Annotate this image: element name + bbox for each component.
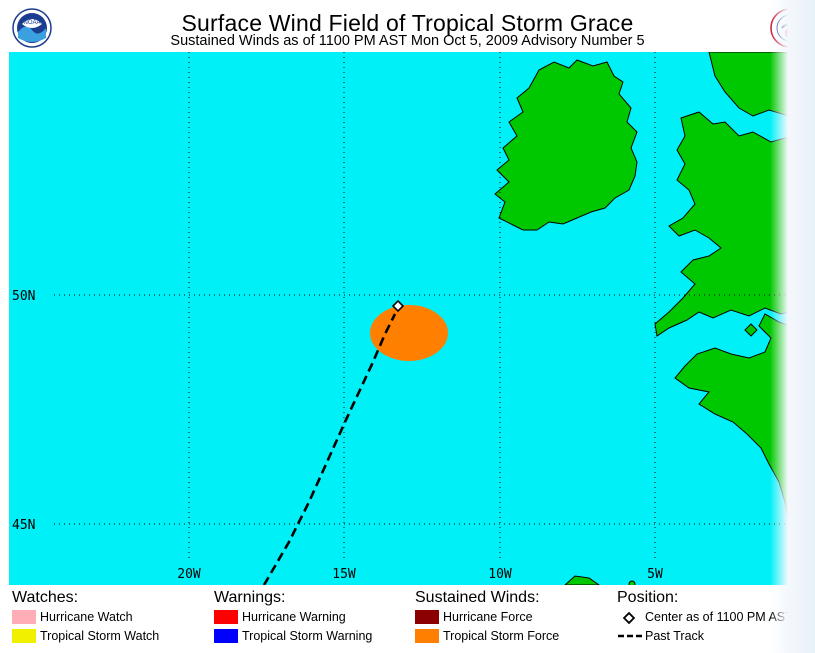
- hurricane-force-swatch: [415, 610, 439, 624]
- graticule: [54, 52, 808, 562]
- hurricane-warning-swatch: [214, 610, 238, 624]
- land-islet: [564, 575, 600, 585]
- tropical-storm-watch-swatch: [12, 629, 36, 643]
- map-area: 20W 15W 10W 5W 50N 45N: [9, 52, 808, 585]
- lon-label-20w: 20W: [177, 567, 201, 582]
- legend-watches-heading: Watches:: [12, 589, 79, 606]
- tropical-storm-watch-label: Tropical Storm Watch: [40, 629, 160, 643]
- hurricane-watch-swatch: [12, 610, 36, 624]
- land-ireland: [494, 59, 638, 231]
- lon-label-15w: 15W: [332, 567, 356, 582]
- noaa-logo: NOAA: [12, 8, 52, 48]
- center-position-label: Center as of 1100 PM AST: [645, 610, 793, 624]
- tropical-storm-force-swatch: [415, 629, 439, 643]
- past-track-label: Past Track: [645, 629, 705, 643]
- legend-winds-heading: Sustained Winds:: [415, 589, 540, 606]
- chart-subtitle: Sustained Winds as of 1100 PM AST Mon Oc…: [170, 33, 645, 49]
- hurricane-warning-label: Hurricane Warning: [242, 610, 346, 624]
- page-edge-shadow: [770, 0, 815, 653]
- lon-label-5w: 5W: [647, 567, 663, 582]
- legend: Watches: Hurricane Watch Tropical Storm …: [0, 585, 815, 653]
- noaa-logo-text: NOAA: [23, 20, 40, 26]
- land-islet-2: [628, 580, 636, 585]
- lat-label-45n: 45N: [12, 518, 35, 533]
- storm-center-diamond-icon: [391, 299, 405, 313]
- tropical-storm-warning-swatch: [214, 629, 238, 643]
- tropical-storm-force-wind-field: [370, 305, 448, 361]
- past-track-line: [262, 313, 397, 585]
- lat-label-50n: 50N: [12, 289, 35, 304]
- hurricane-force-label: Hurricane Force: [443, 610, 533, 624]
- tropical-storm-warning-label: Tropical Storm Warning: [242, 629, 373, 643]
- hurricane-watch-label: Hurricane Watch: [40, 610, 133, 624]
- legend-position-heading: Position:: [617, 589, 679, 606]
- legend-warnings-heading: Warnings:: [214, 589, 286, 606]
- tropical-storm-force-label: Tropical Storm Force: [443, 629, 560, 643]
- lon-label-10w: 10W: [488, 567, 512, 582]
- diamond-icon: [622, 611, 636, 625]
- dashed-line-icon: [618, 634, 642, 638]
- land-islet-3: [744, 323, 758, 337]
- chart-title: Surface Wind Field of Tropical Storm Gra…: [181, 10, 634, 36]
